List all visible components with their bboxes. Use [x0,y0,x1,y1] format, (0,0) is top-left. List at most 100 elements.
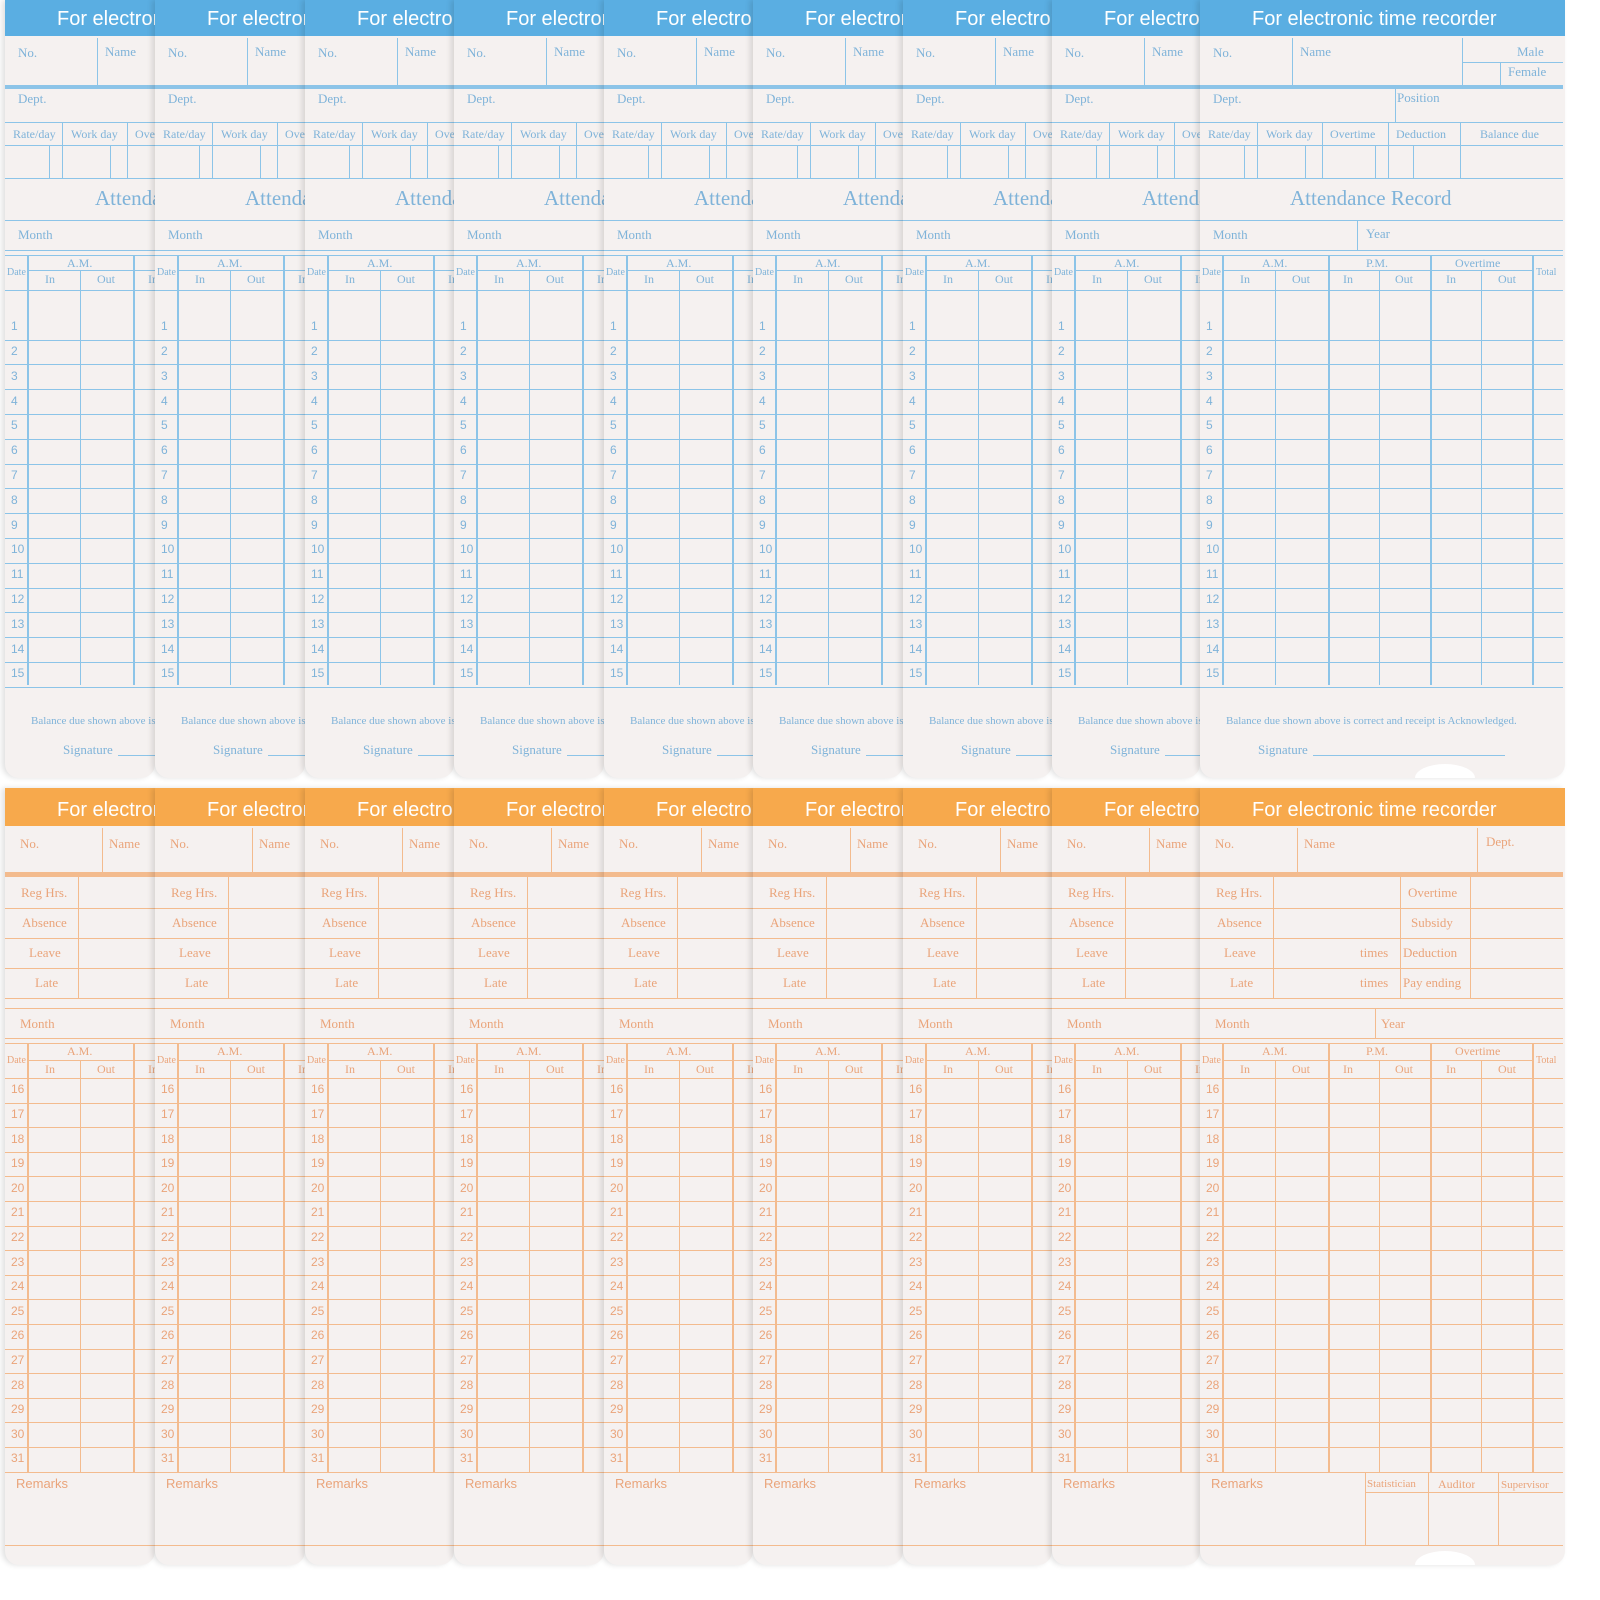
grid-line [903,1201,1052,1202]
signature-label: Signature [662,742,712,757]
day-number: 24 [909,1279,923,1294]
grid-line [1328,1043,1330,1472]
out-header: Out [546,272,564,286]
date-header: Date [307,267,326,278]
deduction-label: Deduction [1403,945,1458,960]
grid-line [5,250,155,251]
day-number: 28 [460,1377,474,1392]
work-day-label: Work day [819,127,866,141]
grid-line [5,1250,155,1252]
day-number: 2 [460,344,467,358]
month-label: Month [1067,1016,1102,1031]
day-number: 19 [1206,1156,1220,1171]
day-number: 23 [610,1254,624,1269]
signature-label: Signature [1110,742,1160,757]
grid-line [305,686,454,688]
remarks-label: Remarks [16,1476,69,1491]
grid-line [903,1151,1052,1153]
day-number: 8 [1206,492,1213,507]
grid-line [305,1043,454,1044]
auditor-label: Auditor [1438,1477,1476,1491]
day-number: 23 [759,1254,773,1269]
attendance-card-back: For electronic time recorder No. Name Reg H… [604,788,753,1565]
no-label: No. [318,45,338,60]
grid-line [110,145,111,178]
grid-line [155,1225,305,1227]
grid-line [753,1299,903,1301]
grid-line [1052,122,1200,123]
grid-line [604,178,753,179]
grid-line [604,122,753,123]
grid-line [5,145,155,146]
day-number: 26 [1058,1328,1072,1343]
grid-line [1200,1324,1563,1325]
day-number: 16 [11,1082,25,1097]
grid-line [1052,1250,1200,1252]
day-number: 6 [161,443,168,458]
day-number: 31 [460,1451,474,1466]
overtime-label: Overtime [1033,127,1052,141]
male-label: Male [1517,44,1544,59]
grid-line [604,339,753,341]
grid-line [753,587,903,589]
grid-line [305,1038,454,1039]
grid-line [454,1274,604,1276]
grid-line [1052,250,1200,251]
name-label: Name [554,44,586,59]
out-header: Out [1395,1062,1413,1076]
grid-line [155,122,305,123]
overtime-label: Overtime [883,127,903,141]
am-header: A.M. [815,256,841,270]
grid-line [155,339,305,341]
grid-line [1200,1250,1563,1252]
day-number: 23 [1206,1254,1220,1269]
grid-line [604,488,753,490]
day-number: 20 [610,1180,624,1195]
day-number: 3 [909,368,916,383]
day-number: 1 [161,319,168,334]
no-label: No. [168,45,188,60]
out-header: Out [845,272,863,286]
day-number: 11 [610,567,623,582]
grid-line [604,686,753,688]
grid-line [155,562,305,564]
grid-line [797,145,798,178]
grid-line [277,122,278,178]
no-label: No. [20,836,40,851]
grid-line [903,220,1052,221]
day-number: 23 [1058,1254,1072,1269]
grid-line [305,145,454,146]
signature-label: Signature [63,742,113,757]
leave-label: Leave [179,945,211,960]
grid-line [5,438,155,440]
card-title: For electronic time recorder [604,788,753,826]
grid-line [753,488,903,490]
grid-line [5,122,155,123]
day-number: 27 [1206,1352,1220,1367]
day-number: 17 [1206,1106,1220,1121]
grid-line [454,339,604,341]
acknowledgement-text: Balance due shown above is correct and r… [1078,715,1200,727]
grid-line [903,1250,1052,1252]
card-title: For electronic time recorder [5,0,155,36]
day-number: 27 [460,1352,474,1367]
grid-line [5,872,155,877]
grid-line [1200,1151,1563,1153]
dept-label: Dept. [916,91,945,106]
day-number: 8 [11,492,18,507]
no-label: No. [467,45,487,60]
day-number: 28 [11,1377,25,1392]
grid-line [155,1299,305,1301]
grid-line [753,389,903,391]
grid-line [1052,463,1200,465]
grid-line [903,85,1052,89]
late-label: Late [484,975,508,990]
day-number: 8 [460,492,467,507]
in-header: In [1240,1062,1250,1076]
day-number: 24 [759,1279,773,1294]
grid-line [582,255,584,685]
grid-line [1052,1102,1200,1104]
grid-line [604,364,753,366]
grid-line [155,1201,305,1202]
grid-line [1200,364,1563,366]
